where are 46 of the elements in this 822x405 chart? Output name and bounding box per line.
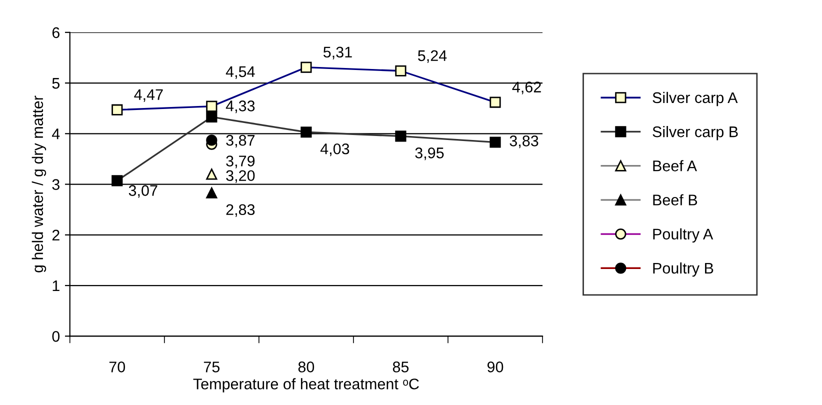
y-tick-label: 0: [52, 331, 60, 342]
point: [395, 65, 406, 76]
data-label: 3,20: [226, 170, 255, 183]
point: [112, 104, 123, 116]
data-label: 3,83: [510, 136, 538, 148]
data-label: 3,87: [226, 134, 255, 148]
data-label: 2,83: [226, 204, 255, 217]
point: [300, 126, 312, 138]
point: [206, 134, 218, 146]
legend-label: Beef B: [653, 194, 698, 206]
y-axis-title: g held water / g dry matter: [32, 96, 46, 272]
data-label: 5,31: [323, 46, 352, 60]
point: [112, 175, 123, 186]
point: [300, 62, 312, 73]
y-tick-label: 6: [52, 27, 60, 38]
point: [490, 136, 501, 148]
data-label: 4,33: [226, 100, 255, 114]
point: [206, 187, 218, 198]
point: [206, 111, 218, 122]
y-tick-label: 3: [52, 179, 60, 190]
x-tick-label: 85: [392, 362, 409, 372]
point: [206, 100, 218, 112]
data-label: 4,47: [134, 89, 163, 102]
x-axis-title: Temperature of heat treatment ᵒC: [193, 378, 419, 392]
x-tick-label: 80: [298, 362, 314, 372]
x-tick-label: 75: [204, 362, 220, 372]
data-label: 3,95: [415, 148, 444, 160]
y-tick-label: 5: [52, 78, 60, 89]
data-label: 4,03: [320, 143, 350, 156]
y-tick-label: 1: [52, 280, 60, 292]
x-tick-label: 90: [487, 362, 504, 372]
data-label: 5,24: [418, 50, 447, 63]
data-label: 3,07: [128, 185, 158, 198]
data-label: 3,79: [226, 156, 255, 168]
legend-label: Poultry A: [653, 228, 714, 243]
legend-label: Poultry B: [653, 262, 714, 277]
point: [490, 96, 501, 108]
point: [395, 130, 406, 142]
data-label: 4,54: [226, 66, 255, 79]
x-tick-label: 70: [109, 362, 126, 372]
legend-label: Silver carp A: [652, 92, 738, 106]
y-tick-label: 4: [52, 128, 60, 140]
legend-label: Silver carp B: [652, 126, 738, 140]
y-tick-label: 2: [52, 230, 60, 240]
legend-label: Beef A: [653, 160, 697, 172]
point: [206, 168, 218, 180]
